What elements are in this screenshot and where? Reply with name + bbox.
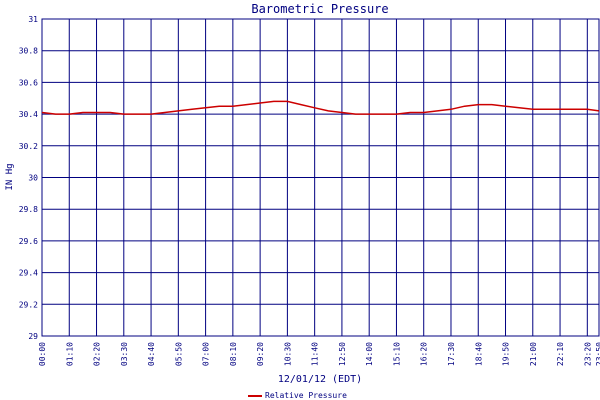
x-tick-label: 14:00 xyxy=(365,342,374,366)
x-tick-label: 10:30 xyxy=(283,342,292,366)
y-tick-label: 31 xyxy=(28,15,38,24)
x-tick-label: 12:50 xyxy=(338,342,347,366)
x-axis-ticks: 00:00 01:10 02:20 03:30 04:40 05:50 07:00 08:10… xyxy=(38,342,600,366)
legend-label-relative-pressure: Relative Pressure xyxy=(265,391,347,400)
series-layer xyxy=(41,100,600,115)
series-line-relative-pressure xyxy=(41,100,600,115)
y-axis-label: IN Hg xyxy=(5,163,15,190)
y-axis-ticks: 29 29.2 29.4 29.6 29.8 30 30.2 30.4 30.6 30.8 31 xyxy=(19,15,38,341)
x-tick-label: 11:40 xyxy=(311,342,320,366)
x-tick-label: 16:20 xyxy=(420,342,429,366)
x-tick-label: 18:40 xyxy=(474,342,483,366)
y-tick-label: 29 xyxy=(28,332,38,341)
x-tick-label: 09:20 xyxy=(256,342,265,366)
x-tick-label: 05:50 xyxy=(174,342,183,366)
x-tick-label: 07:00 xyxy=(202,342,211,366)
x-axis-label: 12/01/12 (EDT) xyxy=(278,374,362,385)
y-tick-label: 30 xyxy=(28,174,38,183)
x-tick-label: 23:20 xyxy=(583,342,592,366)
x-tick-label: 08:10 xyxy=(229,342,238,366)
y-tick-label: 30.4 xyxy=(19,110,38,119)
x-tick-label: 17:30 xyxy=(447,342,456,366)
legend: Relative Pressure xyxy=(248,391,347,400)
y-tick-label: 30.2 xyxy=(19,142,38,151)
x-tick-label: 23:50 xyxy=(595,342,600,366)
x-tick-label: 21:00 xyxy=(529,342,538,366)
x-tick-label: 19:50 xyxy=(502,342,511,366)
y-tick-label: 29.6 xyxy=(19,237,38,246)
plot-area-frame xyxy=(41,18,600,337)
y-tick-label: 29.8 xyxy=(19,205,38,214)
x-tick-label: 03:30 xyxy=(120,342,129,366)
x-tick-label: 04:40 xyxy=(147,342,156,366)
chart-title: Barometric Pressure xyxy=(251,2,388,16)
x-tick-label: 22:10 xyxy=(556,342,565,366)
y-tick-label: 29.4 xyxy=(19,269,38,278)
x-tick-label: 01:10 xyxy=(65,342,74,366)
x-tick-label: 02:20 xyxy=(93,342,102,366)
y-tick-label: 30.6 xyxy=(19,78,38,87)
y-tick-label: 30.8 xyxy=(19,47,38,56)
x-tick-label: 15:10 xyxy=(392,342,401,366)
x-tick-label: 00:00 xyxy=(38,342,47,366)
y-tick-label: 29.2 xyxy=(19,300,38,309)
